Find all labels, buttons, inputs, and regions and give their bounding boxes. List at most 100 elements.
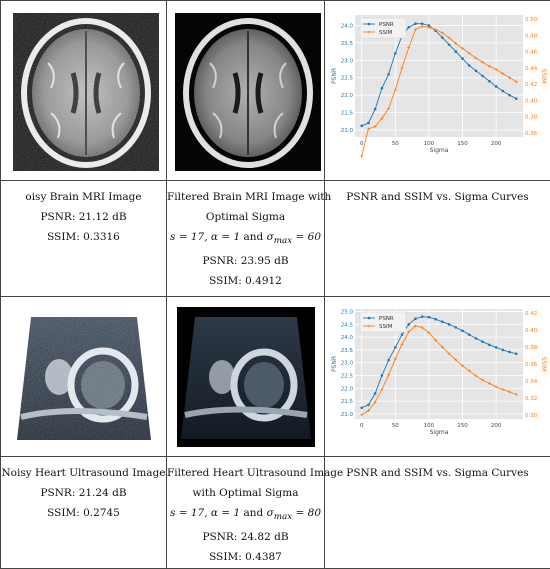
- brain-noisy-caption: oisy Brain MRI Image PSNR: 21.12 dB SSIM…: [1, 181, 167, 297]
- data-point-psnr: [455, 50, 458, 53]
- x-axis-label: Sigma: [430, 147, 449, 154]
- y-axis-label-right: SSIM: [540, 69, 547, 84]
- y-tick-label-left: 22.0: [341, 386, 354, 392]
- x-tick-label: 150: [457, 423, 468, 429]
- filtered-image-title: Filtered Brain MRI Image with: [167, 187, 324, 207]
- noisy-ssim: SSIM: 0.3316: [1, 227, 166, 247]
- data-point-psnr: [414, 22, 417, 25]
- y-tick-label-left: 22.0: [341, 93, 354, 99]
- data-point-psnr: [428, 316, 431, 319]
- x-tick-label: 200: [491, 423, 502, 429]
- data-point-psnr: [481, 340, 484, 343]
- data-point-psnr: [434, 318, 437, 321]
- legend-label-ssim: SSIM: [379, 30, 393, 36]
- y-tick-label-right: 0.30: [525, 413, 538, 419]
- data-point-psnr: [515, 97, 518, 100]
- filtered-psnr: PSNR: 24.82 dB: [167, 527, 324, 547]
- y-tick-label-left: 23.5: [341, 348, 354, 354]
- data-point-psnr: [455, 326, 458, 329]
- y-tick-label-left: 21.5: [341, 111, 354, 117]
- data-point-psnr: [481, 75, 484, 78]
- y-tick-label-left: 24.5: [341, 322, 354, 328]
- filter-parameters: s = 17, α = 1 and σmax = 80: [167, 503, 324, 527]
- data-point-psnr: [401, 333, 404, 336]
- data-point-psnr: [448, 323, 451, 326]
- filter-parameters: s = 17, α = 1 and σmax = 60: [167, 227, 324, 251]
- heart-chart-caption: PSNR and SSIM vs. Sigma Curves: [325, 457, 550, 569]
- filtered-psnr: PSNR: 23.95 dB: [167, 251, 324, 271]
- data-point-psnr: [381, 87, 384, 90]
- legend-marker-psnr: [368, 317, 371, 320]
- y-tick-label-right: 0.40: [525, 98, 538, 104]
- y-tick-label-right: 0.38: [525, 115, 538, 121]
- filtered-image-title-2: with Optimal Sigma: [167, 483, 324, 503]
- heart-ultrasound-noisy-image: [11, 305, 157, 450]
- data-point-psnr: [488, 344, 491, 347]
- data-point-psnr: [407, 26, 410, 29]
- brain-chart-caption: PSNR and SSIM vs. Sigma Curves: [325, 181, 550, 297]
- legend: PSNR SSIM: [360, 18, 406, 38]
- x-axis-label: Sigma: [430, 429, 449, 436]
- y-tick-label-right: 0.46: [525, 50, 538, 56]
- data-point-psnr: [448, 43, 451, 46]
- y-tick-label-right: 0.36: [525, 131, 538, 137]
- x-tick-label: 50: [392, 141, 399, 147]
- data-point-psnr: [495, 346, 498, 349]
- y-axis-label-right: SSIM: [540, 357, 547, 372]
- y-tick-label-left: 23.5: [341, 41, 354, 47]
- y-tick-label-left: 21.5: [341, 399, 354, 405]
- legend-label-psnr: PSNR: [379, 22, 394, 28]
- data-point-psnr: [468, 333, 471, 336]
- heart-filtered-caption: Filtered Heart Ultrasound Image with Opt…: [167, 457, 325, 569]
- y-axis-label-left: PSNR: [331, 68, 338, 84]
- y-tick-label-left: 21.0: [341, 128, 354, 134]
- y-tick-label-right: 0.42: [525, 311, 537, 317]
- data-point-psnr: [515, 352, 518, 355]
- y-tick-label-right: 0.36: [525, 362, 538, 368]
- data-point-psnr: [468, 64, 471, 67]
- data-point-psnr: [475, 337, 478, 340]
- y-tick-label-left: 24.0: [341, 23, 354, 29]
- legend-label-psnr: PSNR: [379, 316, 394, 322]
- y-tick-label-left: 22.5: [341, 76, 354, 82]
- y-tick-label-right: 0.38: [525, 345, 538, 351]
- noisy-ssim: SSIM: 0.2745: [1, 503, 166, 523]
- brain-mri-filtered-image: [175, 13, 321, 171]
- heart-ultrasound-filtered-image: [177, 307, 315, 447]
- y-tick-label-right: 0.32: [525, 396, 537, 402]
- heart-filtered-image-cell: [167, 297, 325, 457]
- data-point-ssim: [360, 155, 363, 158]
- brain-mri-noisy-image: [13, 13, 159, 171]
- data-point-psnr: [414, 317, 417, 320]
- data-point-psnr: [367, 404, 370, 407]
- data-point-psnr: [441, 320, 444, 323]
- x-tick-label: 50: [392, 423, 399, 429]
- chart-caption: PSNR and SSIM vs. Sigma Curves: [325, 187, 550, 207]
- data-point-psnr: [502, 349, 505, 352]
- y-tick-label-right: 0.40: [525, 328, 538, 334]
- brain-filtered-image-cell: [167, 1, 325, 181]
- y-tick-label-right: 0.50: [525, 17, 538, 23]
- data-point-psnr: [508, 351, 511, 354]
- y-tick-label-left: 21.0: [341, 412, 354, 418]
- y-axis-label-left: PSNR: [331, 356, 338, 372]
- data-point-psnr: [407, 323, 410, 326]
- data-point-psnr: [387, 359, 390, 362]
- noisy-image-title: Noisy Heart Ultrasound Image: [1, 463, 166, 483]
- data-point-psnr: [461, 57, 464, 60]
- brain-noisy-image-cell: [1, 1, 167, 181]
- x-tick-label: 150: [457, 141, 468, 147]
- x-tick-label: 0: [360, 141, 364, 147]
- data-point-psnr: [394, 52, 397, 55]
- chart-caption: PSNR and SSIM vs. Sigma Curves: [325, 463, 550, 483]
- filtered-image-title: Filtered Heart Ultrasound Image: [167, 463, 324, 483]
- data-point-psnr: [421, 22, 424, 25]
- x-tick-label: 0: [360, 423, 364, 429]
- data-point-psnr: [374, 108, 377, 111]
